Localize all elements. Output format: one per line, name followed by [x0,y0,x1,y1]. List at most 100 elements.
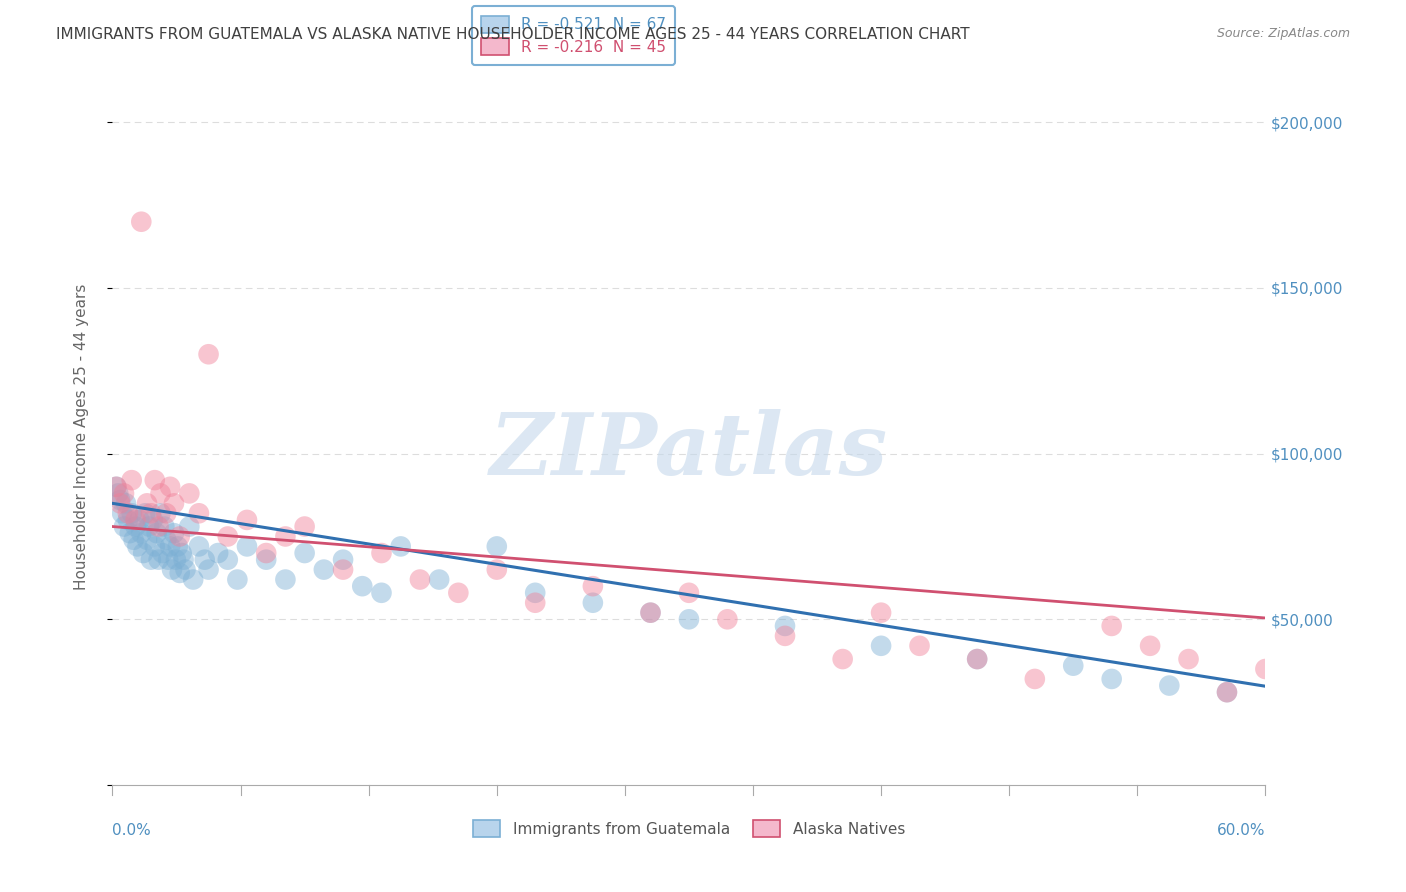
Point [170,546,193,560]
Point [128,513,150,527]
Point [447,586,470,600]
Point [138,519,160,533]
Point [136,533,159,547]
Point [169,529,191,543]
Point [640,606,662,620]
Point [870,606,893,620]
Point [163,496,186,510]
Point [524,596,547,610]
Point [678,586,700,600]
Y-axis label: Householder Income Ages 25 - 44 years: Householder Income Ages 25 - 44 years [75,284,89,591]
Point [966,652,988,666]
Point [129,215,153,229]
Point [148,519,170,533]
Point [352,579,374,593]
Point [169,566,191,580]
Point [370,546,392,560]
Point [1216,685,1239,699]
Point [332,563,354,577]
Point [163,526,186,541]
Point [107,486,129,500]
Point [524,586,547,600]
Point [389,540,412,554]
Point [966,652,988,666]
Point [312,563,335,577]
Point [254,552,277,566]
Point [105,480,128,494]
Point [129,526,153,541]
Point [274,529,297,543]
Legend: Immigrants from Guatemala, Alaska Natives: Immigrants from Guatemala, Alaska Native… [467,814,911,844]
Point [409,573,432,587]
Point [148,552,170,566]
Point [149,506,172,520]
Point [197,563,219,577]
Point [160,563,183,577]
Point [485,540,508,554]
Point [174,563,197,577]
Point [115,496,138,510]
Point [112,486,135,500]
Point [716,612,738,626]
Point [640,606,662,620]
Point [188,540,211,554]
Point [1101,619,1123,633]
Point [149,486,172,500]
Point [136,496,159,510]
Point [121,473,143,487]
Point [197,347,219,361]
Point [111,506,134,520]
Point [370,586,392,600]
Point [143,540,166,554]
Point [157,552,180,566]
Text: ZIPatlas: ZIPatlas [489,409,889,492]
Point [773,629,796,643]
Point [142,513,165,527]
Point [153,519,176,533]
Point [1159,679,1181,693]
Point [831,652,853,666]
Point [139,552,162,566]
Point [159,540,181,554]
Point [1101,672,1123,686]
Point [124,519,146,533]
Point [145,526,167,541]
Point [108,496,131,510]
Point [773,619,796,633]
Point [127,540,149,554]
Point [112,519,135,533]
Point [1216,685,1239,699]
Point [121,506,143,520]
Point [236,513,259,527]
Point [105,480,128,494]
Point [870,639,893,653]
Point [1062,658,1084,673]
Point [294,519,316,533]
Point [1254,662,1277,676]
Point [194,552,217,566]
Point [207,546,229,560]
Point [122,533,145,547]
Point [134,506,156,520]
Text: IMMIGRANTS FROM GUATEMALA VS ALASKA NATIVE HOUSEHOLDER INCOME AGES 25 - 44 YEARS: IMMIGRANTS FROM GUATEMALA VS ALASKA NATI… [56,27,970,42]
Point [1139,639,1161,653]
Point [108,493,131,508]
Point [582,596,605,610]
Point [217,529,239,543]
Point [485,563,508,577]
Point [139,506,162,520]
Point [179,486,201,500]
Point [159,480,181,494]
Text: Source: ZipAtlas.com: Source: ZipAtlas.com [1216,27,1350,40]
Point [173,552,195,566]
Point [274,573,297,587]
Point [124,513,146,527]
Point [582,579,605,593]
Point [678,612,700,626]
Text: 60.0%: 60.0% [1218,823,1265,838]
Point [1177,652,1199,666]
Point [1024,672,1046,686]
Point [117,506,139,520]
Point [165,552,187,566]
Point [217,552,239,566]
